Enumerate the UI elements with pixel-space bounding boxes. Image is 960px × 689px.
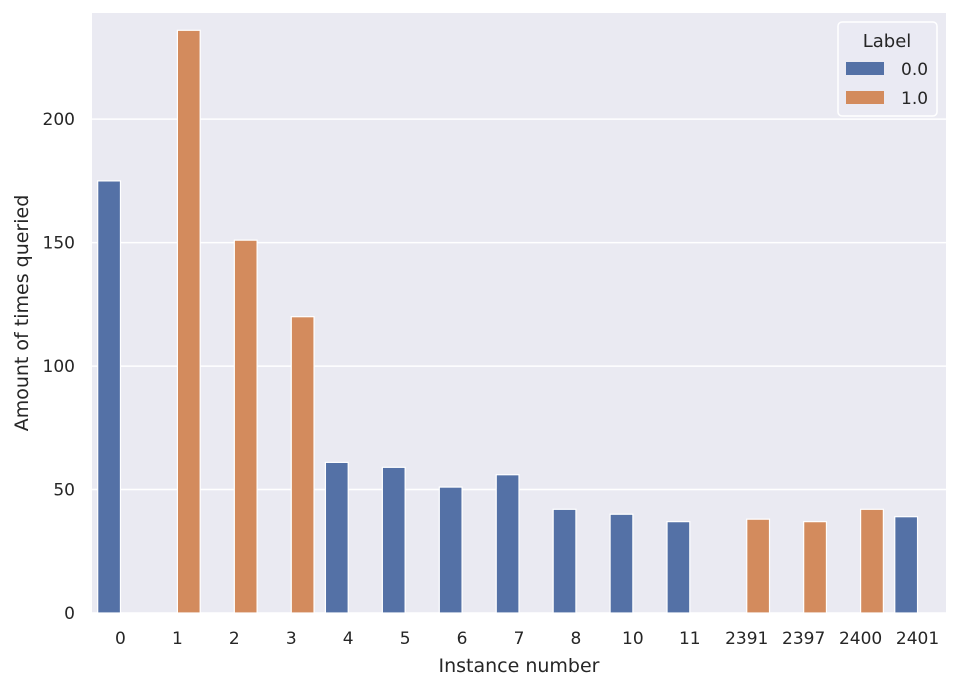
bar-8-label-0.0	[552, 508, 577, 614]
x-tick-label: 2400	[839, 629, 882, 649]
x-tick-label: 2391	[725, 629, 768, 649]
legend-title: Label	[863, 31, 912, 52]
x-tick-label: 7	[514, 629, 525, 649]
bar-2401-label-0.0	[894, 516, 919, 614]
bar-10-label-0.0	[609, 513, 634, 614]
x-tick-label: 8	[571, 629, 582, 649]
x-tick-label: 2	[229, 629, 240, 649]
y-tick-label: 100	[43, 357, 75, 377]
bar-4-label-0.0	[324, 461, 349, 614]
bar-2-label-1.0	[233, 239, 258, 614]
x-tick-label: 5	[400, 629, 411, 649]
legend-label-1: 1.0	[901, 89, 928, 109]
bar-2400-label-1.0	[859, 508, 884, 614]
y-tick-labels: 0 50 100 150 200	[43, 110, 75, 624]
y-tick-label: 50	[53, 481, 75, 501]
bar-3-label-1.0	[290, 316, 315, 614]
bar-5-label-0.0	[381, 466, 406, 614]
bar-11-label-0.0	[666, 521, 691, 614]
x-tick-label: 1	[172, 629, 183, 649]
y-tick-label: 0	[64, 604, 75, 624]
x-tick-label: 0	[115, 629, 126, 649]
bar-2397-label-1.0	[803, 521, 828, 614]
bar-1-label-1.0	[176, 29, 201, 614]
y-tick-label: 150	[43, 234, 75, 254]
y-axis-label: Amount of times queried	[11, 195, 33, 432]
x-axis-label: Instance number	[438, 655, 599, 677]
x-tick-label: 2401	[896, 629, 939, 649]
x-tick-label: 3	[286, 629, 297, 649]
x-tick-label: 2397	[782, 629, 825, 649]
legend-label-0: 0.0	[901, 60, 928, 80]
x-tick-label: 10	[622, 629, 644, 649]
legend: Label 0.0 1.0	[837, 21, 938, 117]
bar-6-label-0.0	[438, 486, 463, 614]
bar-2391-label-1.0	[746, 518, 771, 614]
bars	[97, 29, 919, 614]
y-tick-label: 200	[43, 110, 75, 130]
bar-7-label-0.0	[495, 474, 520, 614]
legend-swatch-0	[846, 62, 884, 75]
bar-0-label-0.0	[97, 180, 122, 614]
legend-swatch-1	[846, 91, 884, 104]
x-tick-labels: 0 1 2 3 4 5 6 7 8 10 11 2391 2397 2400 2401	[115, 629, 939, 649]
x-tick-label: 6	[457, 629, 468, 649]
x-tick-label: 4	[343, 629, 354, 649]
x-tick-label: 11	[679, 629, 701, 649]
